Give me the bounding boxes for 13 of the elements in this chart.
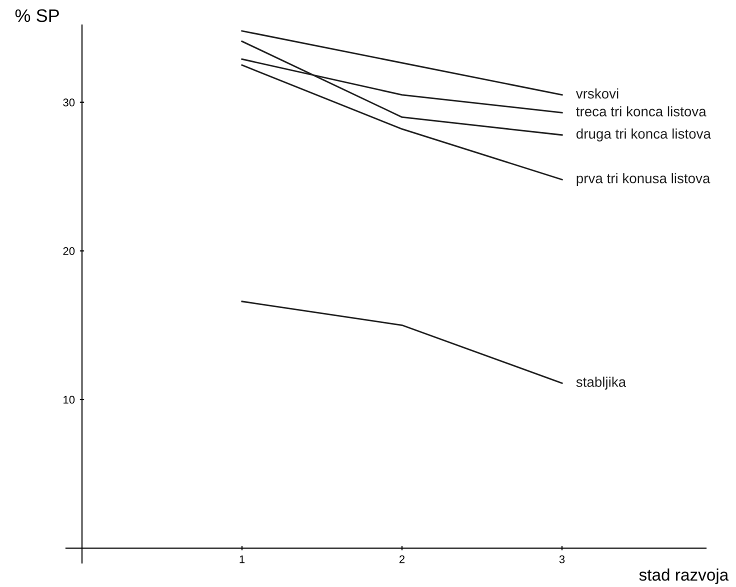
x-tick-label: 3 [559, 555, 565, 564]
series-label: prva tri konusa listova [576, 173, 710, 186]
x-tick-label: 1 [240, 555, 245, 564]
series-label: stabljika [576, 376, 626, 390]
y-axis-title: % SP [15, 9, 59, 22]
y-tick-label: 10 [64, 396, 75, 404]
series-label: druga tri konca listova [576, 128, 711, 142]
series-label: vrskovi [576, 88, 618, 99]
series-label: treca tri konca listova [576, 106, 706, 116]
y-tick-label: 30 [63, 98, 75, 106]
x-axis-title: stad razvoja [639, 568, 729, 584]
x-tick-label: 2 [399, 555, 405, 564]
y-tick-label: 20 [63, 247, 75, 256]
